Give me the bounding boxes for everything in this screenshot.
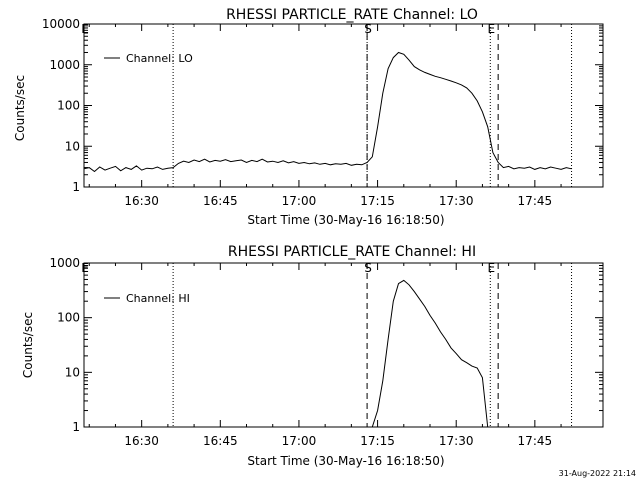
event-marker-label: E: [81, 22, 89, 36]
x-tick-label: 16:45: [203, 434, 238, 448]
x-tick-label: 16:30: [124, 434, 159, 448]
x-tick-label: 17:00: [282, 194, 317, 208]
panel-lo-xlabel: Start Time (30-May-16 16:18:50): [247, 213, 444, 227]
y-tick-label: 1: [72, 420, 80, 434]
event-marker-label: E: [81, 261, 89, 275]
panel-lo: RHESSI PARTICLE_RATE Channel: LO Counts/…: [13, 7, 604, 227]
x-tick-label: 16:45: [203, 194, 238, 208]
event-marker-label: S: [364, 261, 372, 275]
panel-hi-series-line: [371, 279, 489, 428]
x-tick-label: 17:30: [439, 194, 474, 208]
event-marker-label: S: [364, 22, 372, 36]
panel-hi-frame: [83, 262, 604, 428]
panel-hi-title: RHESSI PARTICLE_RATE Channel: HI: [228, 244, 476, 260]
x-tick-label: 16:30: [124, 194, 159, 208]
event-marker-label: E: [487, 261, 495, 275]
panel-lo-series-line: [83, 51, 572, 173]
y-tick-label: 1000: [49, 256, 80, 270]
panel-hi-xlabel: Start Time (30-May-16 16:18:50): [247, 454, 444, 468]
panel-hi-ticks: 16:30 16:45 17:00 17:15 17:30 17:45 1 10 100 1000: [49, 256, 603, 448]
creation-timestamp: 31-Aug-2022 21:14: [559, 469, 636, 478]
y-tick-label: 1000: [49, 58, 80, 72]
x-tick-label: 17:45: [518, 194, 553, 208]
event-marker-label: E: [487, 22, 495, 36]
y-tick-label: 1: [72, 180, 80, 194]
panel-lo-title: RHESSI PARTICLE_RATE Channel: LO: [226, 7, 478, 23]
y-tick-label: 100: [57, 99, 80, 113]
x-tick-label: 17:30: [439, 434, 474, 448]
x-tick-label: 17:45: [518, 434, 553, 448]
y-tick-label: 10000: [42, 17, 80, 31]
panel-hi-legend-label: Channel: HI: [126, 292, 190, 305]
panel-lo-ticks: 16:30 16:45 17:00 17:15 17:30 17:45 1 10 100 1000…: [42, 17, 603, 208]
y-tick-label: 100: [57, 311, 80, 325]
panel-lo-legend-label: Channel: LO: [126, 52, 193, 65]
panel-hi-ylabel: Counts/sec: [21, 312, 35, 378]
panel-lo-frame: [83, 23, 604, 188]
x-tick-label: 17:15: [360, 434, 395, 448]
y-tick-label: 10: [65, 139, 80, 153]
x-tick-label: 17:15: [360, 194, 395, 208]
y-tick-label: 10: [65, 365, 80, 379]
panel-lo-ylabel: Counts/sec: [13, 75, 27, 141]
x-tick-label: 17:00: [282, 434, 317, 448]
panel-hi: RHESSI PARTICLE_RATE Channel: HI Counts/…: [21, 244, 604, 468]
